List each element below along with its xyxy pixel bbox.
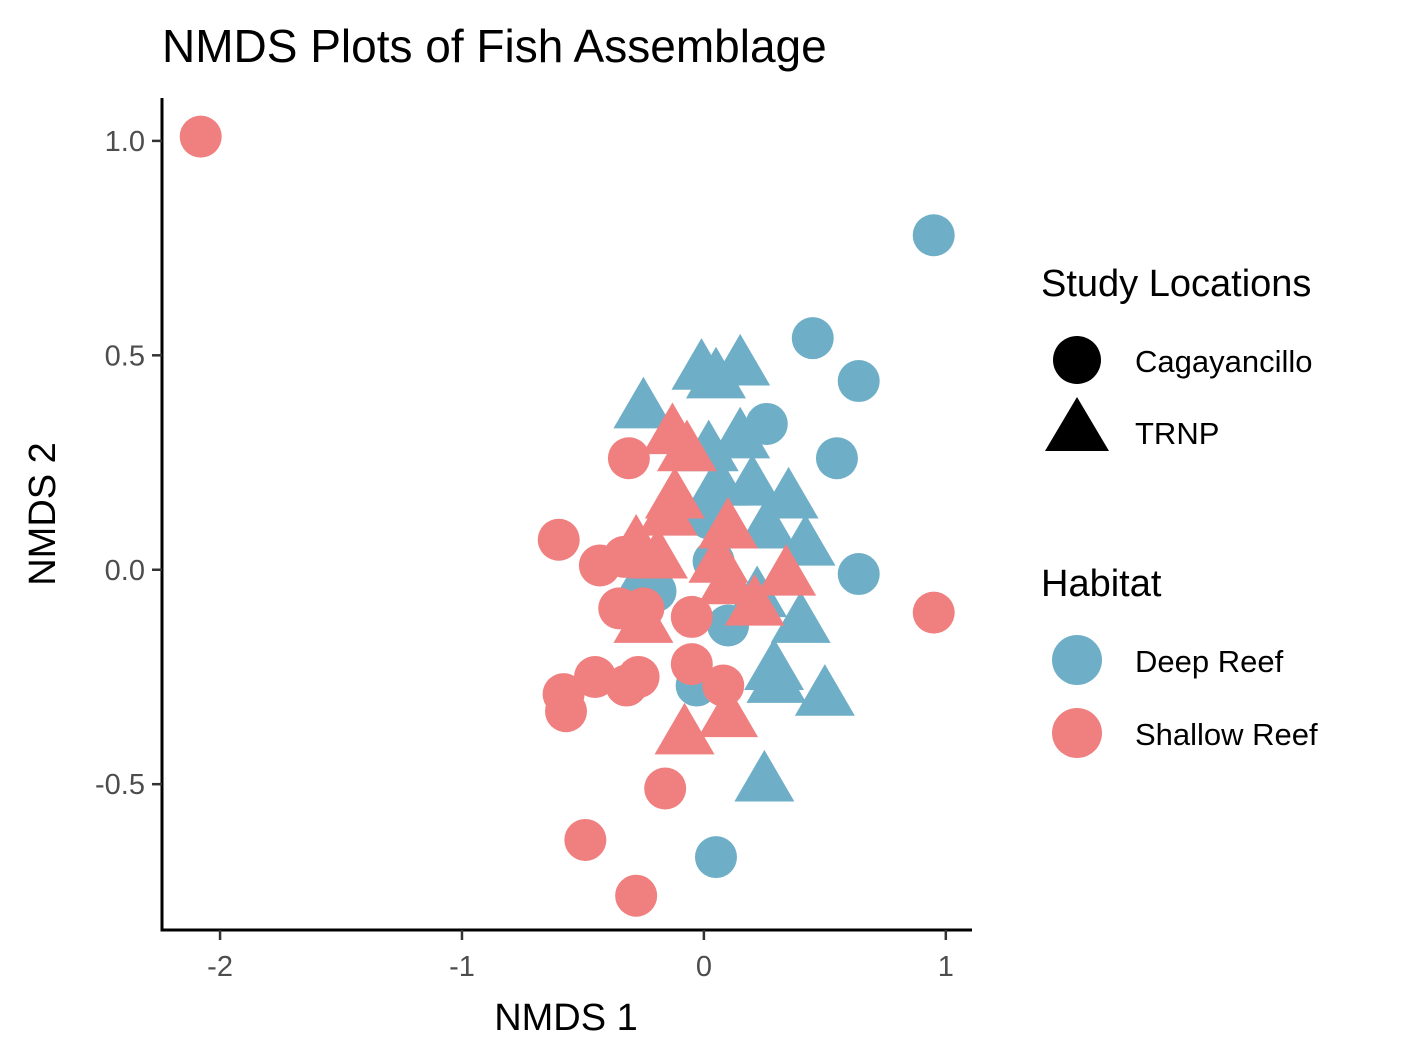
point-cagayancillo-shallow-reef [617, 655, 660, 698]
point-cagayancillo-shallow-reef [670, 643, 713, 686]
chart-title: NMDS Plots of Fish Assemblage [162, 20, 827, 72]
x-tick-label: -1 [449, 951, 475, 983]
point-trnp-shallow-reef [698, 496, 759, 549]
legend-label-deep-reef: Deep Reef [1135, 644, 1284, 679]
legend: Study Locations Cagayancillo TRNP Habita… [1041, 263, 1318, 758]
point-cagayancillo-deep-reef [745, 402, 788, 445]
point-cagayancillo-shallow-reef [615, 874, 658, 917]
point-trnp-deep-reef [770, 591, 831, 643]
y-tick-label: 1.0 [105, 126, 145, 158]
point-cagayancillo-shallow-reef [537, 518, 580, 561]
legend-title-study-locations: Study Locations [1041, 263, 1311, 305]
legend-key-deep-reef [1052, 635, 1102, 685]
point-trnp-shallow-reef [724, 574, 785, 626]
point-cagayancillo-deep-reef [791, 317, 834, 360]
point-cagayancillo-deep-reef [815, 437, 858, 480]
point-trnp-shallow-reef [756, 544, 817, 596]
x-axis-title: NMDS 1 [494, 997, 638, 1039]
point-trnp-deep-reef [746, 651, 807, 703]
point-trnp-deep-reef [722, 453, 783, 506]
point-trnp-deep-reef [734, 749, 795, 802]
x-tick-label: 0 [696, 951, 712, 983]
y-tick-label: 0.5 [105, 340, 145, 372]
point-cagayancillo-deep-reef [694, 836, 737, 879]
legend-key-shallow-reef [1052, 708, 1102, 758]
x-tick-label: -2 [207, 951, 233, 983]
legend-label-trnp: TRNP [1135, 416, 1219, 451]
point-cagayancillo-deep-reef [837, 360, 880, 403]
point-cagayancillo-shallow-reef [574, 655, 617, 698]
legend-key-cagayancillo [1053, 336, 1101, 384]
point-trnp-shallow-reef [637, 484, 698, 536]
legend-title-habitat: Habitat [1041, 563, 1162, 605]
y-tick-label: 0.0 [105, 555, 145, 587]
point-cagayancillo-shallow-reef [644, 767, 687, 810]
point-cagayancillo-shallow-reef [564, 818, 607, 861]
point-trnp-deep-reef [710, 333, 771, 386]
y-tick-label: -0.5 [95, 769, 145, 801]
point-cagayancillo-shallow-reef [545, 690, 587, 733]
point-trnp-deep-reef [736, 496, 797, 549]
point-cagayancillo-shallow-reef [912, 591, 955, 634]
point-trnp-shallow-reef [698, 685, 759, 738]
x-ticks: -2 -1 0 1 [207, 930, 954, 983]
point-trnp-shallow-reef [656, 419, 717, 472]
point-trnp-shallow-reef [654, 702, 715, 755]
legend-key-trnp [1045, 397, 1109, 451]
point-cagayancillo-shallow-reef [179, 115, 222, 158]
x-tick-label: 1 [938, 951, 954, 983]
point-cagayancillo-shallow-reef [670, 595, 713, 638]
point-trnp-shallow-reef [613, 591, 674, 643]
point-trnp-deep-reef [794, 664, 855, 716]
legend-label-shallow-reef: Shallow Reef [1135, 717, 1318, 752]
y-axis-title: NMDS 2 [22, 442, 64, 586]
point-trnp-shallow-reef [627, 526, 688, 579]
point-trnp-deep-reef [710, 406, 771, 459]
point-cagayancillo-deep-reef [837, 553, 880, 596]
point-trnp-deep-reef [613, 376, 674, 429]
legend-label-cagayancillo: Cagayancillo [1135, 344, 1313, 379]
y-ticks: -0.5 0.0 0.5 1.0 [95, 126, 162, 801]
point-trnp-shallow-reef [698, 552, 759, 605]
point-trnp-deep-reef [758, 466, 819, 519]
point-cagayancillo-shallow-reef [607, 437, 650, 480]
point-cagayancillo-deep-reef [912, 214, 955, 257]
points-layer [179, 115, 955, 917]
